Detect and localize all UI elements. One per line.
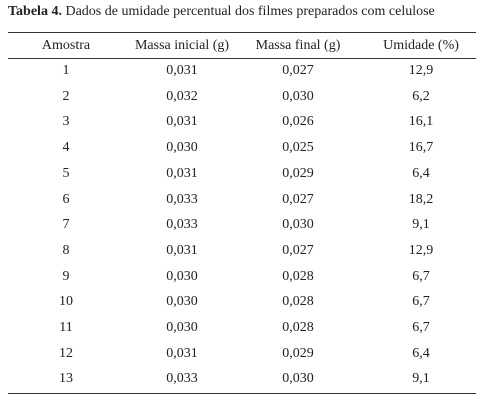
table-cell: 10 [59,294,73,310]
caption-label: Tabela 4. [8,4,62,19]
table-cell: 16,7 [408,140,434,156]
table-cell: 9 [62,268,70,284]
table-cell: 0,028 [282,320,314,335]
table-cell: 0,029 [282,165,314,181]
header-cell: Massa inicial (g) [134,38,230,53]
table-cell: 0,028 [282,268,314,284]
table-cell: 18,2 [408,191,434,207]
table-cell: 0,031 [166,114,198,130]
table-cell: 7 [62,217,70,233]
table-cell: 0,033 [166,371,198,387]
bottom-rule [8,393,476,395]
table-cell: 12,9 [408,63,434,78]
table-cell: 0,030 [282,371,314,387]
table-cell: 0,030 [166,268,198,284]
table-cell: 5 [62,165,70,181]
table-cell: 9,1 [412,371,430,387]
table-cell: 9,1 [412,217,430,233]
table-cell: 0,027 [282,242,314,258]
table-cell: 0,027 [282,63,314,78]
table-cell: 6,4 [412,345,430,361]
table-cell: 0,025 [282,140,314,156]
table-cell: 0,028 [282,294,314,310]
table-cell: 6 [62,191,70,207]
table-cell: 4 [62,140,70,156]
table-cell: 0,029 [282,345,314,361]
table-cell: 0,031 [166,165,198,181]
table-cell: 12,9 [408,242,434,258]
table-cell: 13 [59,371,73,387]
top-rule [8,32,476,34]
table-cell: 6,4 [412,165,430,181]
table-cell: 6,2 [412,88,430,104]
table-cell: 0,026 [282,114,314,130]
table-cell: 0,030 [166,294,198,310]
header-cell: Umidade (%) [383,38,459,53]
table-caption: Tabela 4. Dados de umidade percentual do… [8,4,435,20]
table-cell: 0,030 [282,88,314,104]
table-cell: 0,033 [166,217,198,233]
table-cell: 6,7 [412,294,430,310]
table-cell: 0,027 [282,191,314,207]
table-cell: 6,7 [412,268,430,284]
table-cell: 2 [62,88,70,104]
table-cell: 0,033 [166,191,198,207]
header-rule [8,58,476,59]
table-cell: 16,1 [408,114,434,130]
table-cell: 0,031 [166,345,198,361]
table-cell: 11 [59,320,73,335]
table-cell: 1 [62,63,70,78]
table-cell: 0,030 [166,320,198,335]
table-cell: 0,030 [282,217,314,233]
table-cell: 3 [62,114,70,130]
table-cell: 6,7 [412,320,430,335]
table-cell: 8 [62,242,70,258]
table-cell: 0,030 [166,140,198,156]
table-cell: 12 [59,345,73,361]
header-cell: Massa final (g) [255,38,341,53]
header-cell: Amostra [41,38,91,53]
caption-text: Dados de umidade percentual dos filmes p… [65,4,435,19]
table-cell: 0,031 [166,63,198,78]
table-cell: 0,031 [166,242,198,258]
table-cell: 0,032 [166,88,198,104]
